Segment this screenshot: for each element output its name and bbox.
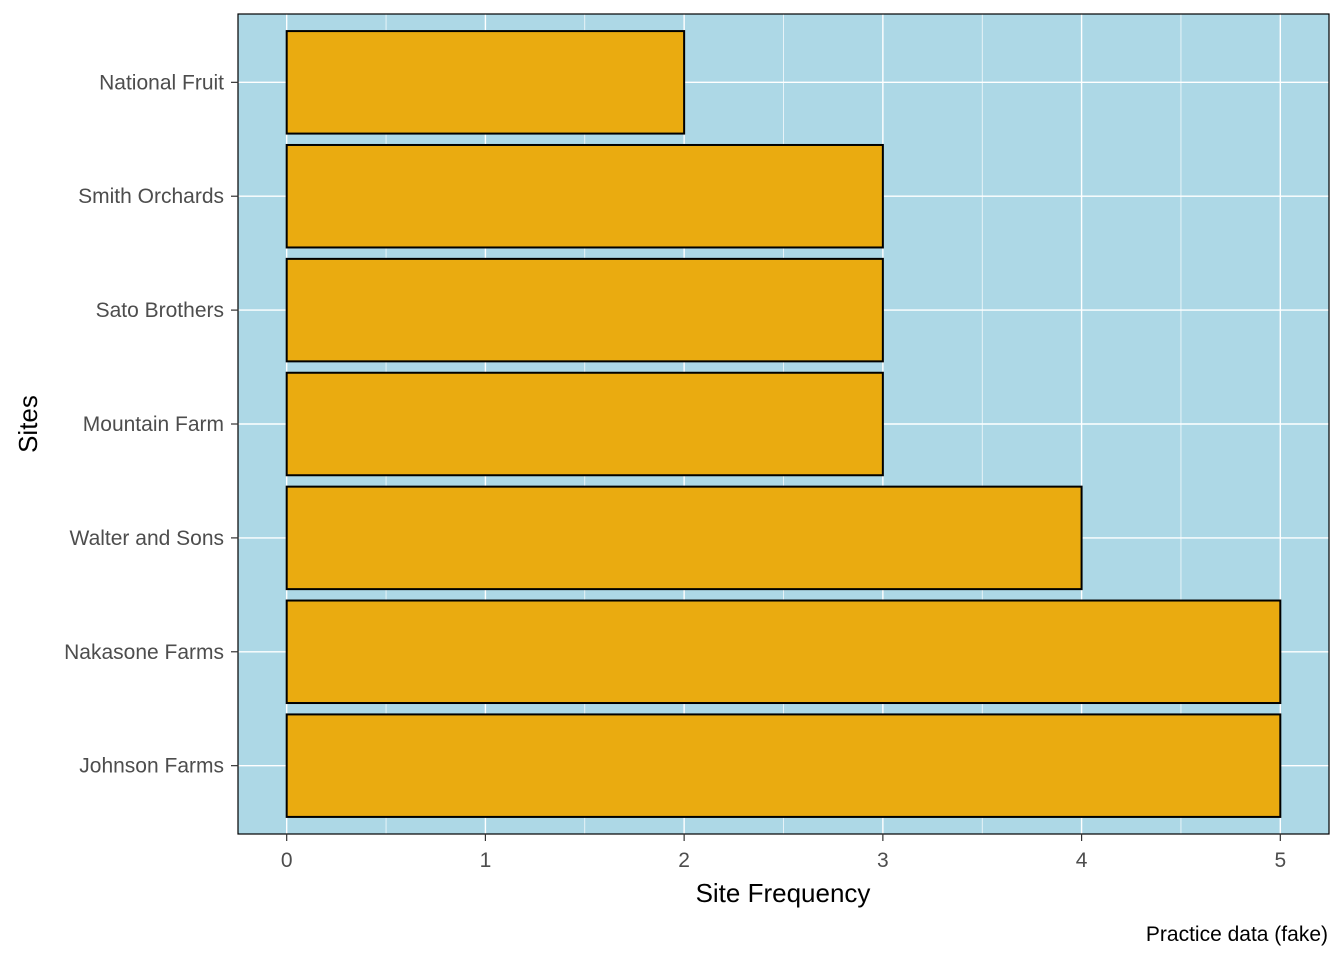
bar xyxy=(285,371,884,477)
chart-caption: Practice data (fake) xyxy=(1146,923,1328,946)
x-tick-label: 1 xyxy=(480,849,492,872)
y-axis: Johnson Farms Nakasone Farms Walter and So… xyxy=(64,71,238,778)
bars xyxy=(285,30,1282,818)
x-tick-label: 2 xyxy=(678,849,690,872)
x-tick-label: 3 xyxy=(877,849,889,872)
x-axis: 0 1 2 3 4 5 xyxy=(281,834,1286,872)
bar xyxy=(285,257,884,363)
x-axis-title: Site Frequency xyxy=(696,878,871,908)
bar xyxy=(285,599,1282,705)
y-tick-label: National Fruit xyxy=(99,71,224,94)
y-tick-label: Johnson Farms xyxy=(79,755,224,778)
x-tick-label: 0 xyxy=(281,849,293,872)
bar xyxy=(285,30,686,135)
y-tick-label: Mountain Farm xyxy=(83,413,224,436)
bar xyxy=(285,143,884,249)
y-tick-label: Smith Orchards xyxy=(78,185,224,208)
x-tick-label: 4 xyxy=(1076,849,1088,872)
y-axis-title: Sites xyxy=(13,395,43,453)
x-tick-label: 5 xyxy=(1274,849,1286,872)
bar xyxy=(285,485,1083,591)
y-tick-label: Sato Brothers xyxy=(96,299,224,322)
bar xyxy=(285,713,1282,818)
y-tick-label: Nakasone Farms xyxy=(64,641,224,664)
y-tick-label: Walter and Sons xyxy=(70,527,224,550)
